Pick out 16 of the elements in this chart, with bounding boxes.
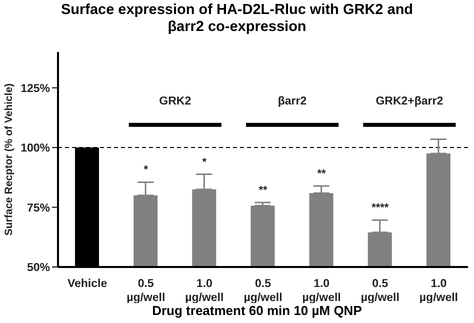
x-axis-title: Drug treatment 60 min 10 µM QNP	[151, 303, 363, 320]
y-tick-label: 50%	[26, 262, 50, 274]
annotation: GRK2+βarr2	[376, 96, 444, 108]
y-axis-title: Surface Recptor (% of Vehicle)	[3, 83, 15, 236]
chart-title: Surface expression of HA-D2L-Rluc with GRK2 and βarr2 co-expression	[60, 1, 414, 37]
annotation: **	[317, 168, 327, 180]
annotation: GRK2	[159, 96, 192, 108]
y-tick-label: 75%	[26, 202, 50, 214]
y-tick-label: 125%	[20, 82, 50, 95]
annotation: βarr2	[278, 96, 307, 108]
y-tick-label: 100%	[20, 142, 50, 155]
annotation: **	[258, 184, 268, 196]
annotation: *	[202, 156, 208, 168]
x-tick-label: Vehicle	[67, 278, 108, 290]
annotation: *	[144, 164, 149, 176]
annotation: ****	[372, 202, 390, 214]
